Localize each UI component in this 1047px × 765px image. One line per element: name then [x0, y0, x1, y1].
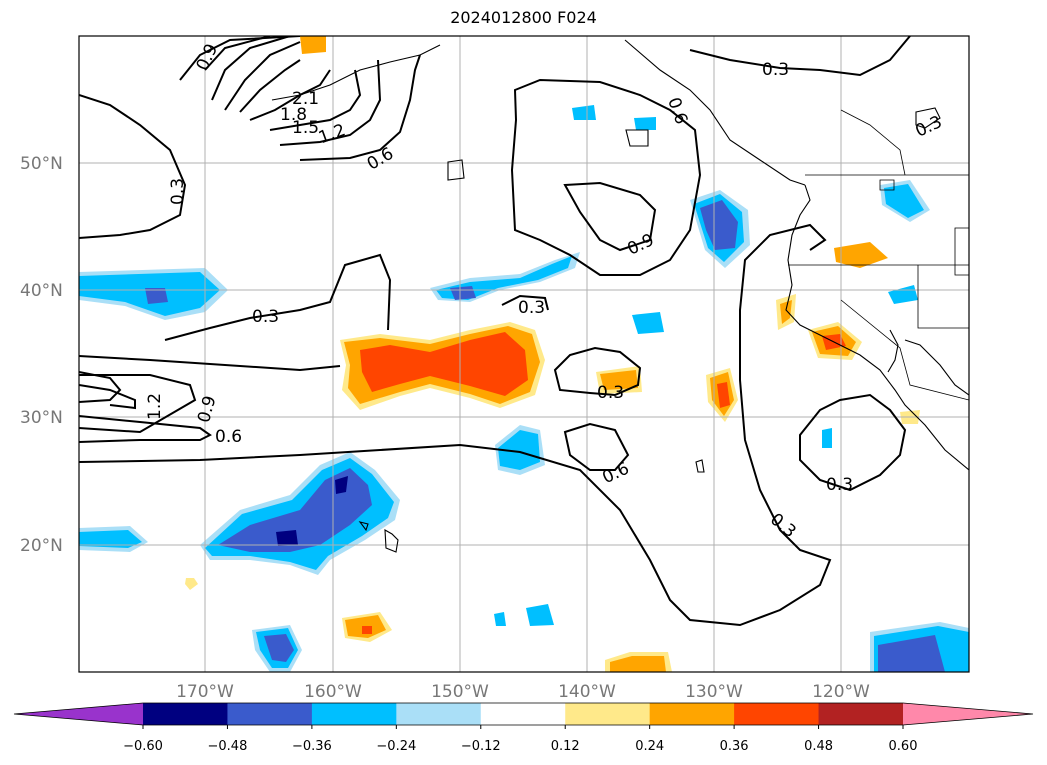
contour-label: 1.8	[280, 105, 307, 125]
colorbar-segment	[396, 703, 482, 725]
colorbar-tick-label: 0.48	[804, 739, 833, 754]
contour-label: 0.3	[252, 307, 279, 327]
longitude-labels: 170°W 160°W 150°W 140°W 130°W 120°W	[176, 682, 870, 702]
colorbar: −0.60 −0.48 −0.36 −0.24 −0.12 0.12 0.24 0.36 0.4…	[13, 702, 1034, 754]
contour-label: 2.1	[292, 89, 319, 109]
lat-label: 50°N	[20, 154, 63, 174]
colorbar-extend-high	[903, 703, 1033, 725]
colorbar-tick-label: 0.36	[720, 739, 749, 754]
colorbar-tick-label: 0.60	[889, 739, 918, 754]
colorbar-ticks: −0.60 −0.48 −0.36 −0.24 −0.12 0.12 0.24 0.36 0.4…	[123, 725, 917, 754]
contour-label: 0.9	[624, 230, 657, 260]
contour-label: 0.6	[364, 144, 397, 175]
contour-label: 0.6	[599, 459, 632, 489]
contour-label: 1.2	[316, 120, 348, 148]
contour-label: 0.3	[762, 60, 789, 80]
lon-label: 170°W	[176, 682, 234, 702]
graticule	[79, 36, 969, 672]
lat-label: 30°N	[20, 408, 63, 428]
colorbar-tick-label: 0.24	[635, 739, 664, 754]
colorbar-segment	[734, 703, 820, 725]
contour-label: 0.6	[663, 95, 691, 127]
colorbar-segment	[311, 703, 397, 725]
colorbar-segments	[14, 703, 1033, 725]
map-frame	[78, 35, 970, 673]
lon-label: 120°W	[812, 682, 870, 702]
colorbar-tick-label: −0.12	[461, 739, 501, 754]
colorbar-segment	[480, 703, 566, 725]
colorbar-tick-label: −0.24	[376, 739, 416, 754]
lon-label: 140°W	[558, 682, 616, 702]
lat-label: 40°N	[20, 281, 63, 301]
colorbar-segment	[565, 703, 651, 725]
colorbar-tick-label: −0.36	[292, 739, 332, 754]
contour-label: 1.5	[292, 118, 319, 138]
contour-label: 0.3	[912, 112, 945, 142]
contour-label: 0.3	[168, 178, 188, 205]
colorbar-tick-label: −0.60	[123, 739, 163, 754]
map-area: 0.9 2.1 1.8 1.5 1.2 0.6 0.3 0.3 0.3 0.9 …	[79, 21, 977, 672]
colorbar-segment	[818, 703, 904, 725]
lon-label: 160°W	[304, 682, 362, 702]
colorbar-extend-low	[14, 703, 143, 725]
contour-label: 0.6	[215, 427, 242, 447]
map-title: 2024012800 F024	[450, 8, 597, 27]
contour-lines	[79, 36, 911, 627]
colorbar-segment	[649, 703, 735, 725]
contour-label: 1.2	[145, 393, 165, 420]
contour-label: 0.9	[194, 394, 220, 425]
contour-label: 0.3	[518, 298, 545, 318]
colorbar-tick-label: 0.12	[551, 739, 580, 754]
colorbar-tick-label: −0.48	[208, 739, 248, 754]
colorbar-segment	[227, 703, 313, 725]
latitude-labels: 50°N 40°N 30°N 20°N	[20, 154, 63, 556]
contour-label: 0.3	[597, 383, 624, 403]
contour-label: 0.3	[826, 475, 853, 495]
lon-label: 130°W	[685, 682, 743, 702]
lon-label: 150°W	[431, 682, 489, 702]
colorbar-segment	[143, 703, 228, 725]
lat-label: 20°N	[20, 536, 63, 556]
filled-anomalies	[79, 36, 969, 672]
contour-label: 0.3	[950, 21, 977, 41]
